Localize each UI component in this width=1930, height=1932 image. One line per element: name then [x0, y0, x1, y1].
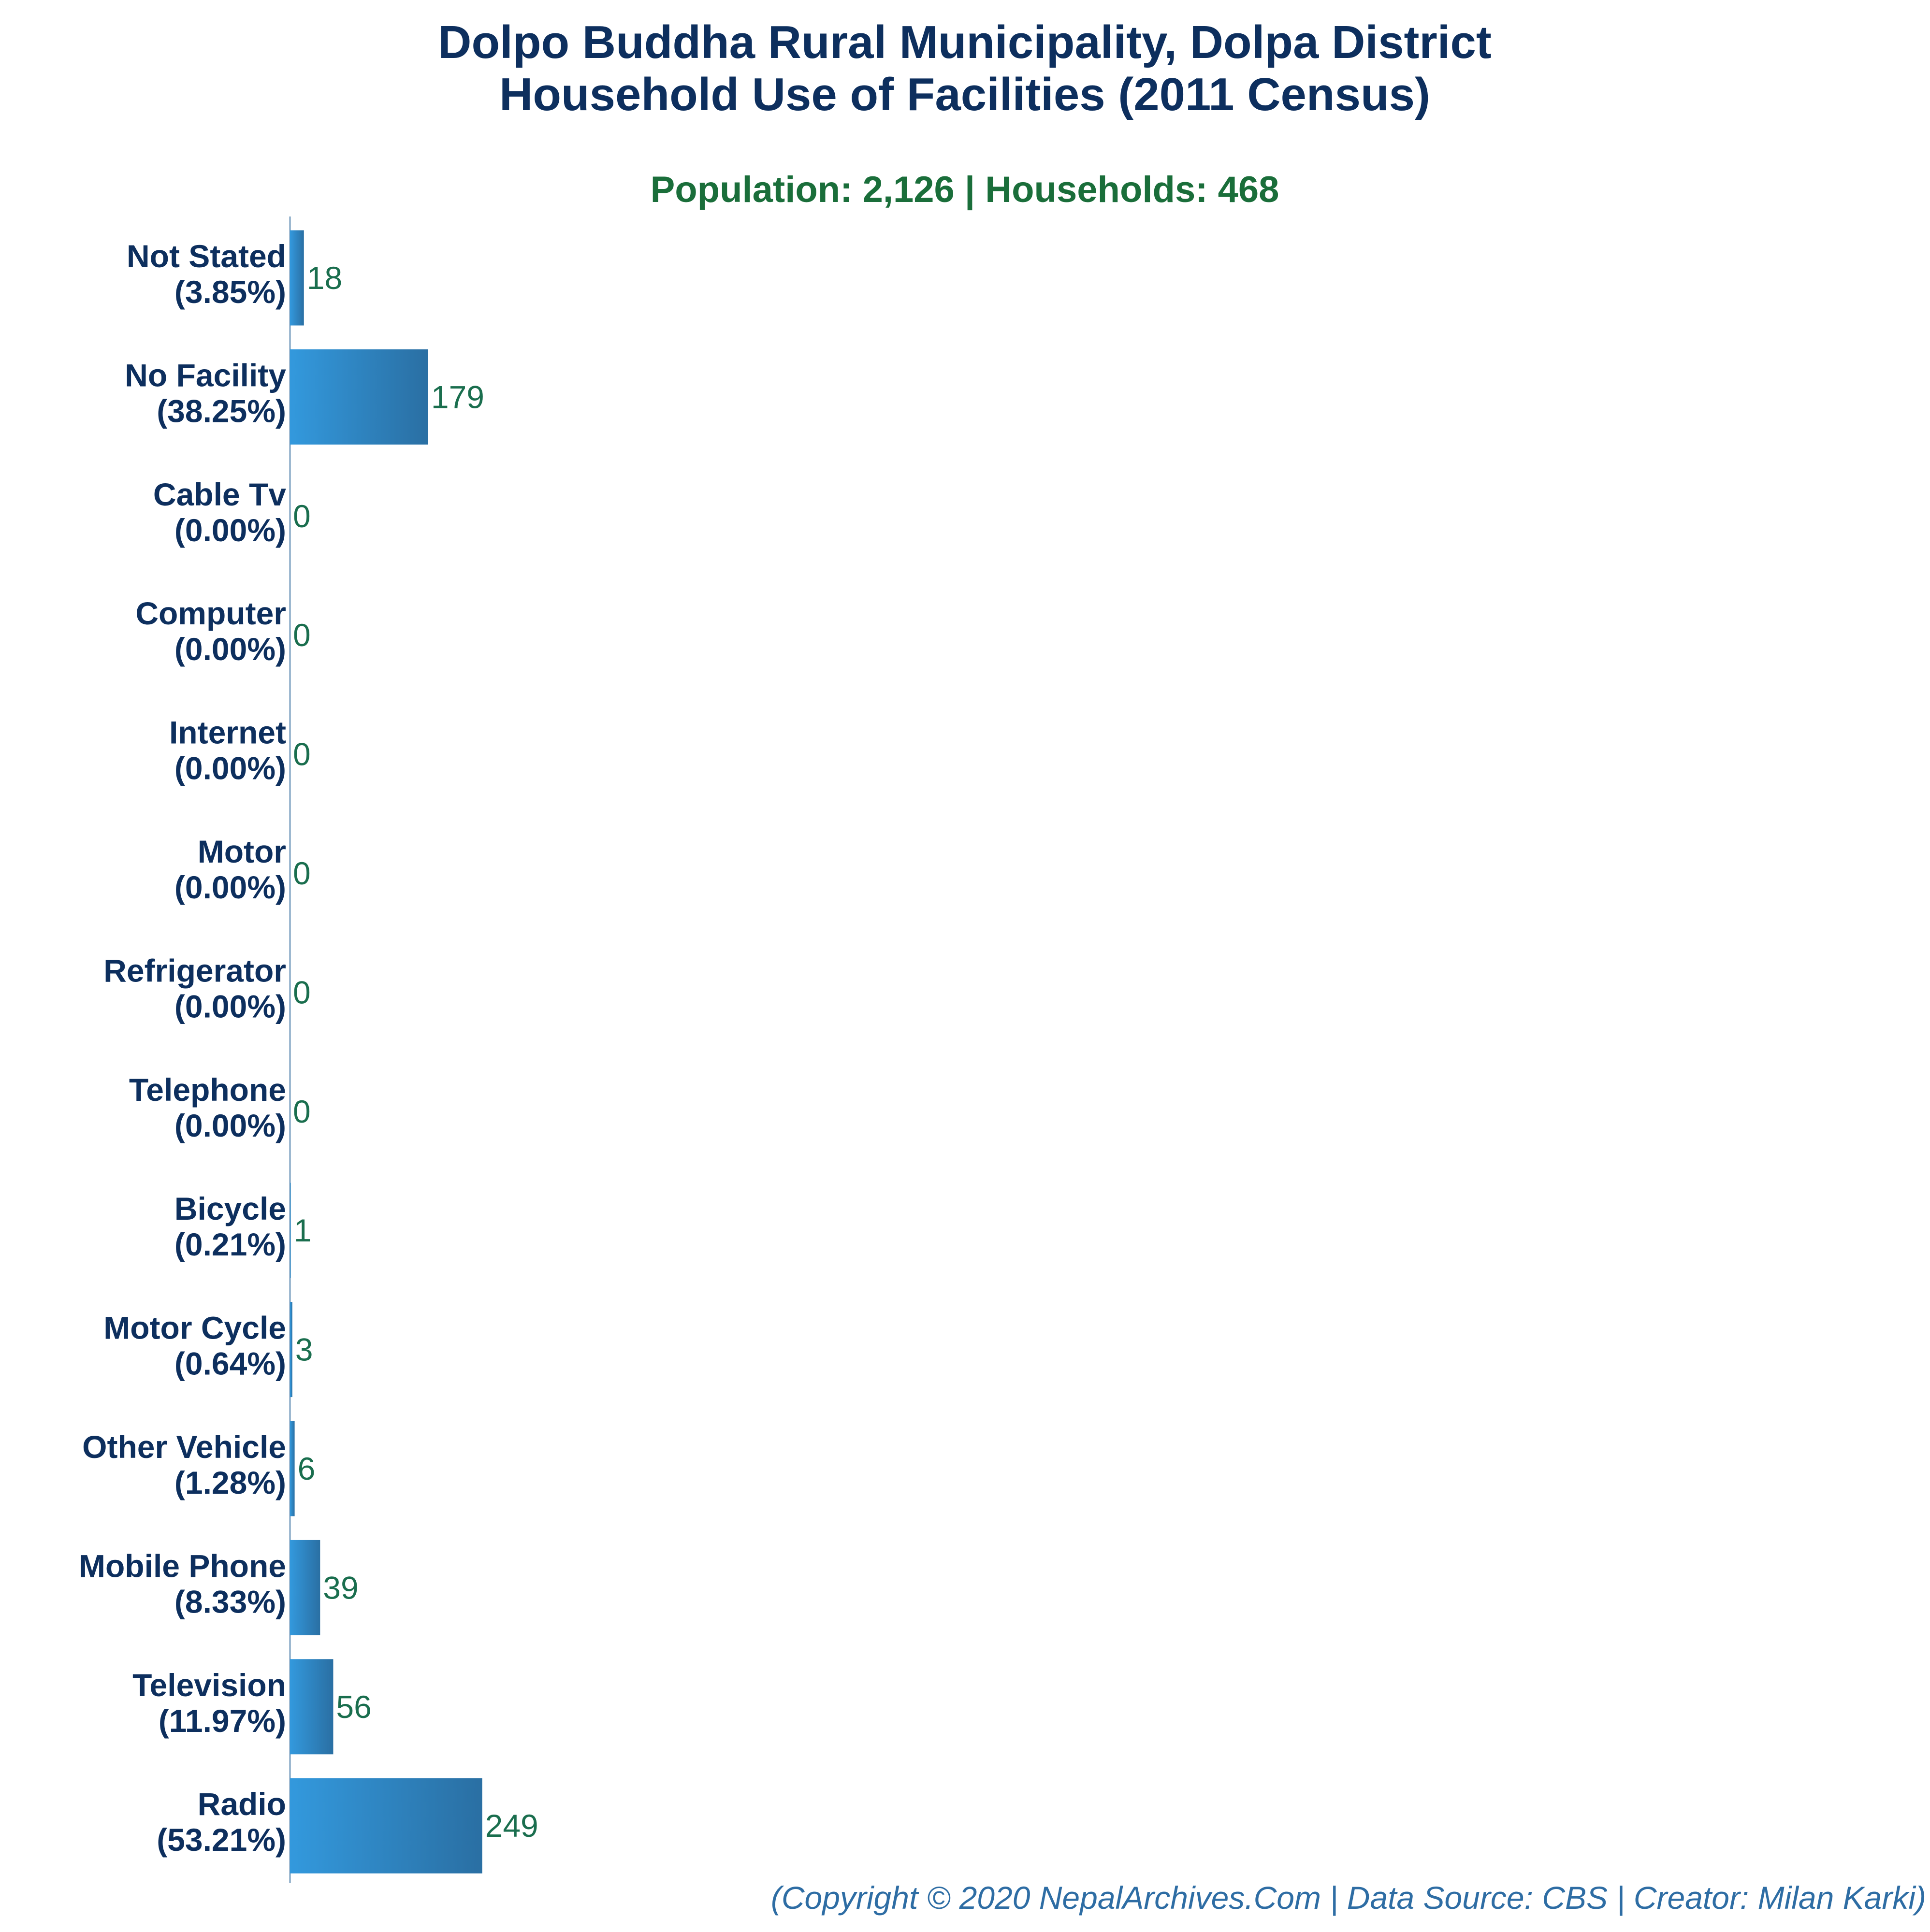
footer-credit: (Copyright © 2020 NepalArchives.Com | Da…: [771, 1880, 1926, 1917]
category-percent-label: (0.21%): [174, 1226, 286, 1262]
bar-not-stated: [290, 230, 304, 326]
value-label: 56: [336, 1689, 371, 1725]
value-label: 39: [323, 1570, 358, 1605]
value-label: 0: [293, 498, 311, 534]
bar-motor-cycle: [290, 1302, 292, 1398]
bar-mobile-phone: [290, 1540, 320, 1635]
category-label: No Facility: [125, 357, 286, 393]
bar-bicycle: [290, 1182, 291, 1278]
category-percent-label: (0.00%): [174, 988, 286, 1024]
category-percent-label: (38.25%): [157, 393, 286, 429]
bar-radio: [290, 1778, 482, 1874]
category-label: Television: [132, 1667, 286, 1703]
category-label: Other Vehicle: [82, 1429, 286, 1465]
value-label: 3: [295, 1332, 313, 1368]
chart-title-line-2: Household Use of Facilities (2011 Census…: [499, 69, 1430, 120]
category-percent-label: (0.00%): [174, 512, 286, 548]
value-label: 0: [293, 617, 311, 653]
category-label: Telephone: [129, 1072, 286, 1108]
value-label: 249: [485, 1808, 538, 1844]
value-label: 0: [293, 1094, 311, 1129]
category-label: Motor: [198, 834, 286, 869]
category-label: Computer: [135, 595, 286, 631]
category-percent-label: (8.33%): [174, 1584, 286, 1619]
category-percent-label: (3.85%): [174, 274, 286, 310]
category-label: Not Stated: [127, 238, 286, 274]
value-label: 0: [293, 855, 311, 891]
bar-no-facility: [290, 349, 428, 445]
value-label: 179: [431, 379, 484, 415]
value-label: 1: [294, 1212, 312, 1248]
category-label: Motor Cycle: [103, 1310, 286, 1346]
chart-title-line-1: Dolpo Buddha Rural Municipality, Dolpa D…: [438, 16, 1492, 68]
bar-television: [290, 1659, 334, 1755]
category-percent-label: (0.00%): [174, 631, 286, 667]
category-label: Mobile Phone: [79, 1548, 286, 1584]
value-label: 18: [307, 260, 342, 296]
category-label: Radio: [198, 1786, 286, 1822]
value-label: 0: [293, 974, 311, 1010]
category-label: Internet: [169, 715, 286, 750]
category-percent-label: (0.00%): [174, 869, 286, 905]
category-percent-label: (0.00%): [174, 1108, 286, 1143]
category-label: Bicycle: [174, 1191, 286, 1226]
value-label: 0: [293, 736, 311, 772]
category-percent-label: (0.64%): [174, 1346, 286, 1382]
category-percent-label: (0.00%): [174, 750, 286, 786]
chart-subtitle: Population: 2,126 | Households: 468: [651, 169, 1279, 211]
category-percent-label: (1.28%): [174, 1465, 286, 1500]
bars-layer: Not Stated(3.85%) 18 No Facility(38.25%) 17…: [79, 230, 538, 1874]
category-label: Refrigerator: [103, 952, 286, 988]
category-percent-label: (11.97%): [159, 1703, 286, 1739]
bar-other-vehicle: [290, 1421, 295, 1516]
category-label: Cable Tv: [153, 476, 286, 512]
category-percent-label: (53.21%): [157, 1822, 286, 1858]
value-label: 6: [298, 1451, 316, 1486]
